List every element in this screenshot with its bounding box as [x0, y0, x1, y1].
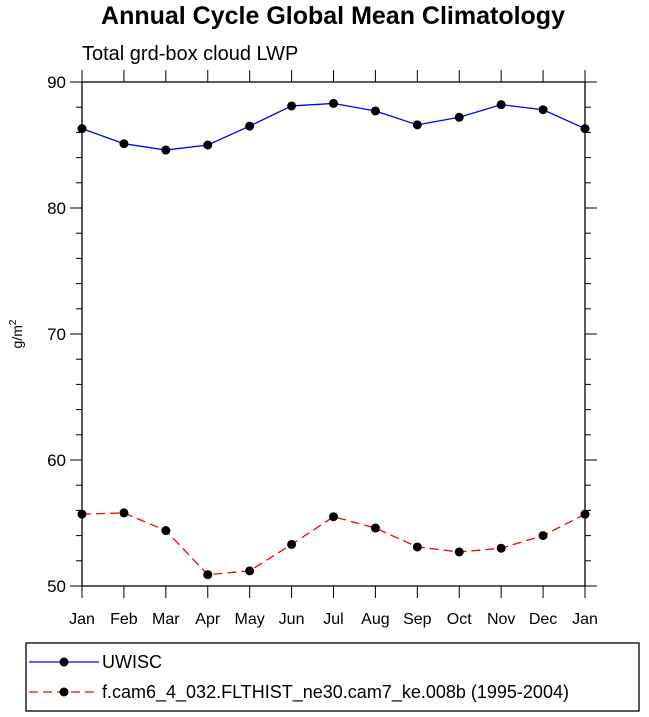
series-2-point [538, 531, 548, 541]
series-1-point [538, 105, 548, 115]
legend-box [25, 642, 640, 712]
series-1-point [77, 124, 87, 134]
series-2-point [77, 509, 87, 519]
y-tick-label: 70 [47, 325, 66, 344]
series-2-point [412, 542, 422, 552]
series-1-point [580, 124, 590, 134]
series-1-point [119, 139, 129, 149]
series-1-point [329, 98, 338, 108]
plot-area: 50 60 70 80 90 Jan Feb Mar Apr May Jun Jul Aug Sep Oct… [47, 70, 598, 628]
x-tick-label: Aug [361, 611, 389, 628]
y-axis-label: g/m2 [8, 319, 25, 348]
legend-swatch-marker [59, 687, 69, 697]
chart-subtitle: Total grd-box cloud LWP [82, 43, 298, 65]
series-2-point [203, 570, 213, 580]
x-tick-label: Nov [487, 611, 515, 628]
series-2-point [370, 523, 380, 533]
x-tick-label: Mar [152, 611, 180, 628]
series-2-point [287, 539, 297, 549]
series-1-point [412, 120, 422, 130]
series-1-point [454, 112, 464, 122]
y-axis-label-exponent: 2 [8, 319, 19, 325]
x-tick-label: Sep [403, 611, 432, 628]
x-tick-label: Feb [110, 611, 138, 628]
y-tick-label: 80 [47, 199, 66, 218]
series-1-point [496, 100, 506, 110]
x-tick-label: Jan [572, 611, 598, 628]
legend-entry: f.cam6_4_032.FLTHIST_ne30.cam7_ke.008b (… [102, 682, 569, 703]
y-axis-label-unit: g/m [9, 325, 25, 348]
chart-title: Annual Cycle Global Mean Climatology [101, 2, 565, 30]
series-2-point [580, 509, 590, 519]
legend-entry: UWISC [102, 652, 162, 672]
y-tick-label: 90 [47, 73, 66, 92]
series-2-point [454, 547, 464, 557]
series-1-point [245, 121, 255, 131]
y-tick-label: 50 [47, 577, 66, 596]
y-tick-label: 60 [47, 451, 66, 470]
x-tick-label: Jan [69, 611, 95, 628]
series-1-point [203, 140, 213, 150]
x-tick-label: Oct [447, 611, 472, 628]
series-2-point [161, 526, 171, 536]
series-2-point [496, 543, 506, 553]
legend-swatch-marker [59, 657, 69, 667]
series-2-line [81, 512, 586, 576]
x-tick-label: Jul [323, 611, 343, 628]
plot-frame [81, 81, 586, 587]
series-1-point [287, 101, 297, 111]
x-tick-label: Apr [195, 611, 221, 628]
series-2-point [245, 566, 255, 576]
series-1-point [161, 145, 171, 155]
x-tick-label: Jun [279, 611, 305, 628]
legend: UWISC f.cam6_4_032.FLTHIST_ne30.cam7_ke.0… [25, 642, 640, 712]
series-1-point [370, 106, 380, 116]
series-2-point [119, 508, 129, 518]
x-tick-label: Dec [529, 611, 557, 628]
series-2-point [329, 512, 338, 522]
series-1-line [81, 102, 586, 151]
x-tick-label: May [235, 611, 265, 628]
